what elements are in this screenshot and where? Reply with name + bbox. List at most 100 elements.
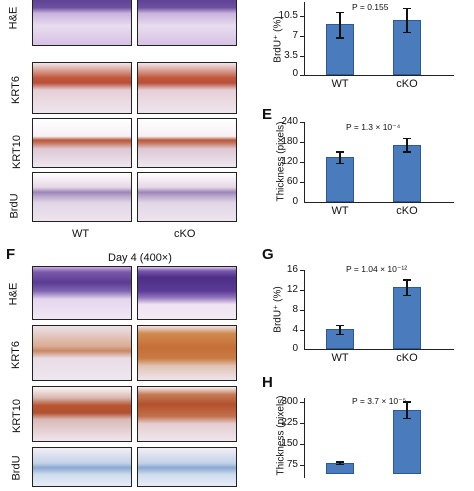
column-label-cko: cKO	[174, 228, 196, 240]
chart-e-yaxis	[304, 122, 306, 202]
chart-g-ytick-2: 8	[292, 304, 298, 315]
chart-e-ytick-4: 0	[292, 196, 298, 207]
chart-e-tickmark	[300, 142, 304, 143]
row-label-brdu-top: BrdU	[8, 193, 21, 219]
chart-d-errorbar-cap	[403, 32, 411, 34]
chart-h-ytick-2: 150	[281, 438, 298, 449]
chart-g-errorbar-cap	[403, 279, 411, 281]
chart-e-ytick-1: 180	[281, 136, 298, 147]
chart-d-tickmark	[300, 16, 304, 17]
chart-e-errorbar-cap	[336, 151, 344, 153]
chart-e-tickmark	[300, 182, 304, 183]
chart-h-errorbar-wt	[339, 461, 341, 465]
chart-e-xaxis	[304, 202, 454, 204]
chart-h-errorbar-cap	[403, 401, 411, 403]
chart-e-xtick-wt: WT	[331, 205, 349, 217]
chart-d-ytick-1: 7	[292, 30, 298, 41]
chart-h-ytick-3: 75	[286, 459, 298, 470]
micrograph-krt10-wt-f	[32, 386, 132, 442]
panel-letter-e: E	[262, 106, 273, 123]
row-label-krt6-top: KRT6	[9, 76, 22, 104]
chart-g-bar-cko	[393, 287, 421, 349]
chart-h-tickmark	[300, 402, 304, 403]
row-label-he-f: H&E	[7, 282, 20, 306]
chart-d-errorbar-cko	[406, 7, 408, 33]
micrograph-brdu-cko-f	[137, 447, 237, 487]
chart-d-xtick-cko: cKO	[396, 78, 418, 90]
chart-g-xtick-cko: cKO	[396, 352, 418, 364]
micrograph-brdu-wt-f	[32, 447, 132, 487]
chart-d-pvalue: P = 0.155	[352, 2, 389, 12]
chart-g-pvalue: P = 1.04 × 10⁻¹²	[346, 264, 408, 274]
chart-e-tickmark	[300, 122, 304, 123]
chart-d-errorbar-cap	[336, 11, 344, 13]
row-label-he-top: H&E	[7, 6, 20, 30]
chart-h-errorbar-cap	[336, 464, 344, 466]
chart-g-tickmark	[300, 330, 304, 331]
chart-e-ytick-3: 60	[286, 176, 298, 187]
chart-h-pvalue: P = 3.7 × 10⁻⁵	[352, 396, 407, 406]
chart-g-errorbar-wt	[339, 324, 341, 334]
row-label-krt10-f: KRT10	[11, 398, 24, 434]
row-label-brdu-f: BrdU	[10, 455, 23, 481]
micrograph-he-cko-f	[137, 266, 237, 320]
chart-e-errorbar-cko	[406, 138, 408, 152]
column-label-wt: WT	[72, 228, 90, 240]
chart-g-errorbar-cap	[403, 295, 411, 297]
chart-h-tickmark	[300, 444, 304, 445]
chart-h-errorbar-cko	[406, 401, 408, 419]
chart-g-tickmark	[300, 310, 304, 311]
chart-h-ytick-0: 300	[281, 396, 298, 407]
chart-d-tickmark	[300, 75, 304, 76]
chart-g-errorbar-cko	[406, 279, 408, 296]
chart-e-errorbar-cap	[403, 138, 411, 140]
chart-h-yaxis	[304, 398, 306, 478]
chart-g-ytick-4: 0	[292, 343, 298, 354]
chart-h-tickmark	[300, 423, 304, 424]
chart-d-ytick-2: 3.5	[284, 50, 298, 61]
chart-g-ytick-3: 4	[292, 324, 298, 335]
chart-e-bar-wt	[326, 157, 354, 202]
chart-d-xtick-wt: WT	[331, 78, 349, 90]
chart-d-xaxis	[304, 75, 454, 77]
chart-g-xtick-wt: WT	[331, 352, 349, 364]
chart-g-ytick-0: 16	[286, 264, 298, 275]
chart-g-tickmark	[300, 290, 304, 291]
chart-h-ytick-1: 225	[281, 417, 298, 428]
chart-h-bar-cko	[393, 409, 421, 474]
micrograph-krt10-wt-top	[32, 118, 132, 168]
micrograph-krt6-cko-f	[137, 325, 237, 381]
micrograph-brdu-wt-top	[32, 172, 132, 222]
micrograph-krt10-cko-f	[137, 386, 237, 442]
panel-f-title: Day 4 (400×)	[108, 252, 172, 264]
micrograph-brdu-cko-top	[137, 172, 237, 222]
chart-g-tickmark	[300, 270, 304, 271]
micrograph-he-wt-f	[32, 266, 132, 320]
chart-e-ytick-0: 240	[281, 116, 298, 127]
chart-g-errorbar-cap	[336, 324, 344, 326]
chart-d-errorbar-cap	[336, 37, 344, 39]
row-label-krt6-f: KRT6	[9, 341, 22, 369]
chart-d-errorbar-cap	[403, 7, 411, 9]
chart-g-xaxis	[304, 349, 454, 351]
panel-letter-h: H	[262, 374, 273, 391]
chart-h-errorbar-cap	[403, 418, 411, 420]
chart-d-tickmark	[300, 56, 304, 57]
micrograph-krt10-cko-top	[137, 118, 237, 168]
chart-e-errorbar-cap	[336, 162, 344, 164]
chart-d-ytick-3: 0	[292, 68, 298, 79]
chart-h-tickmark	[300, 465, 304, 466]
micrograph-krt6-wt-f	[32, 325, 132, 381]
micrograph-he-cko-top	[137, 0, 237, 46]
panel-letter-g: G	[262, 246, 274, 263]
panel-letter-f: F	[6, 246, 16, 263]
row-label-krt10-top: KRT10	[11, 134, 24, 170]
chart-e-bar-cko	[393, 144, 421, 202]
micrograph-krt6-cko-top	[137, 62, 237, 114]
chart-e-ytick-2: 120	[281, 156, 298, 167]
chart-e-xtick-cko: cKO	[396, 205, 418, 217]
micrograph-krt6-wt-top	[32, 62, 132, 114]
chart-d-yaxis	[304, 2, 306, 76]
chart-g-errorbar-cap	[336, 333, 344, 335]
chart-e-errorbar-cap	[403, 151, 411, 153]
